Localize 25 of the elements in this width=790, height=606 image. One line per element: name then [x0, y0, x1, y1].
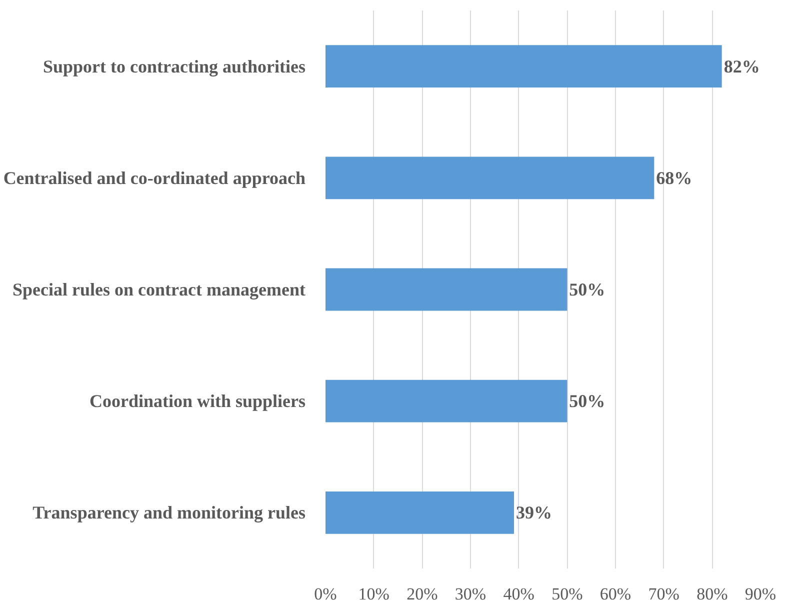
- x-tick-label: 90%: [744, 584, 776, 604]
- y-tick-label: Centralised and co-ordinated approach: [3, 168, 306, 188]
- y-tick-label: Special rules on contract management: [12, 280, 306, 300]
- data-label: 50%: [569, 280, 606, 300]
- bar: [326, 380, 568, 422]
- bar: [326, 268, 568, 311]
- y-tick-label: Transparency and monitoring rules: [32, 502, 306, 523]
- bar: [326, 45, 722, 88]
- x-tick-label: 80%: [696, 584, 728, 604]
- x-tick-label: 60%: [600, 584, 632, 604]
- data-label: 68%: [656, 168, 692, 188]
- x-tick-label: 50%: [552, 584, 583, 604]
- x-tick-label: 30%: [454, 584, 486, 604]
- y-tick-label: Support to contracting authorities: [43, 56, 306, 76]
- data-label: 82%: [724, 56, 760, 76]
- data-label: 39%: [516, 502, 552, 523]
- y-tick-label: Coordination with suppliers: [89, 391, 306, 412]
- bar: [326, 156, 654, 200]
- bar: [326, 491, 514, 534]
- x-tick-label: 40%: [503, 584, 534, 604]
- x-tick-label: 0%: [314, 584, 337, 604]
- data-label: 50%: [569, 391, 606, 412]
- x-tick-label: 20%: [406, 584, 438, 604]
- x-tick-label: 10%: [358, 584, 390, 604]
- x-tick-label: 70%: [648, 584, 680, 604]
